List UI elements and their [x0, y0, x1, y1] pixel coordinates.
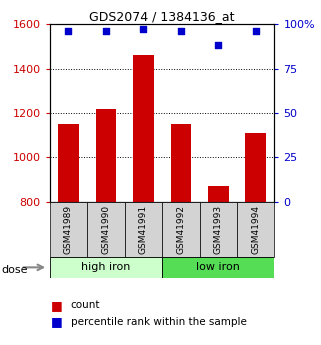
Text: GSM41990: GSM41990 [101, 205, 110, 254]
Text: GSM41989: GSM41989 [64, 205, 73, 254]
Text: dose: dose [2, 265, 28, 275]
Text: GSM41994: GSM41994 [251, 205, 260, 254]
Text: ■: ■ [51, 299, 63, 312]
Bar [87, 202, 125, 257]
Bar [237, 202, 274, 257]
Bar [133, 55, 154, 202]
Title: GDS2074 / 1384136_at: GDS2074 / 1384136_at [89, 10, 235, 23]
Text: low iron: low iron [196, 263, 240, 272]
Bar [58, 124, 79, 202]
Bar [200, 202, 237, 257]
Point [103, 29, 108, 34]
Point [216, 43, 221, 48]
Text: count: count [71, 300, 100, 310]
Text: GSM41991: GSM41991 [139, 205, 148, 254]
Bar [50, 202, 87, 257]
Bar [162, 202, 200, 257]
Text: GSM41992: GSM41992 [176, 205, 185, 254]
Bar [170, 124, 191, 202]
Bar [96, 109, 116, 202]
Bar [125, 202, 162, 257]
Text: ■: ■ [51, 315, 63, 328]
Bar [208, 186, 229, 202]
Bar [50, 257, 162, 278]
Bar [162, 257, 274, 278]
Text: high iron: high iron [81, 263, 131, 272]
Text: GSM41993: GSM41993 [214, 205, 223, 254]
Text: percentile rank within the sample: percentile rank within the sample [71, 317, 247, 326]
Point [141, 27, 146, 32]
Point [178, 29, 183, 34]
Point [66, 29, 71, 34]
Point [253, 29, 258, 34]
Bar [246, 133, 266, 202]
